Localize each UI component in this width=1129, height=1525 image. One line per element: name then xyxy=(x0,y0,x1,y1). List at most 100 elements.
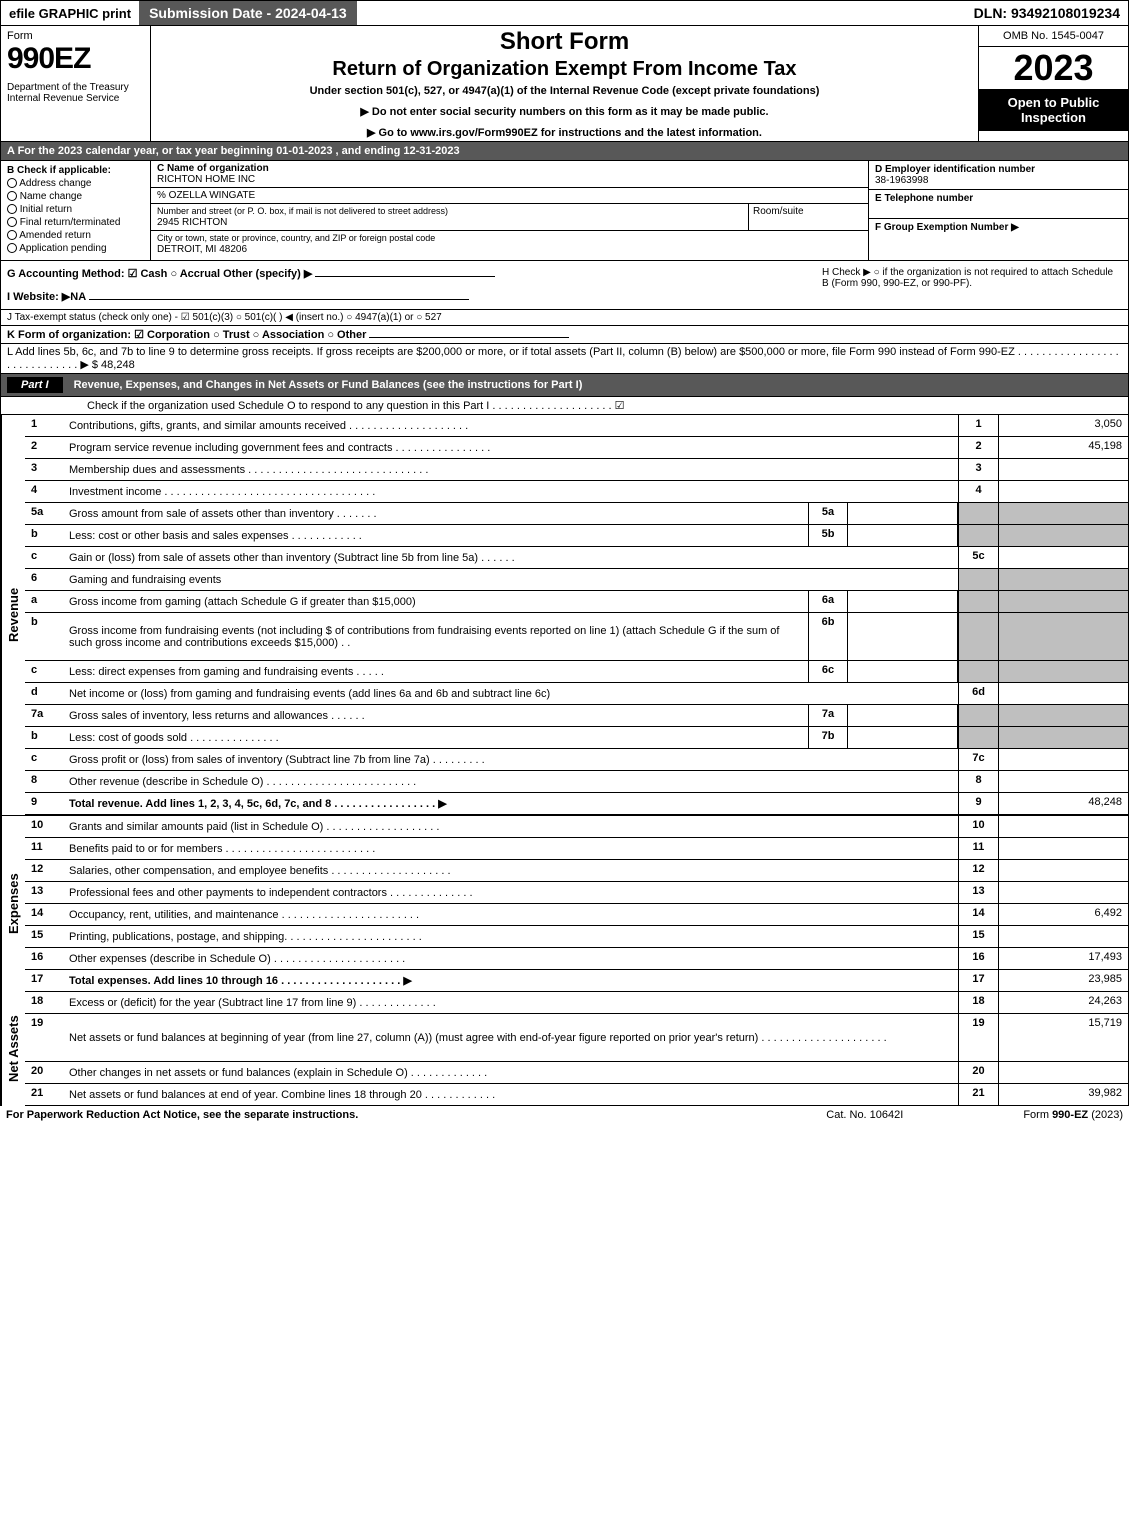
line-desc: Printing, publications, postage, and shi… xyxy=(65,926,958,947)
mid-line-value xyxy=(848,613,958,660)
line-number: 10 xyxy=(25,816,65,837)
part-1-title: Revenue, Expenses, and Changes in Net As… xyxy=(74,379,583,391)
line-11: 11Benefits paid to or for members . . . … xyxy=(25,838,1128,860)
line-number: 6 xyxy=(25,569,65,590)
line-desc: Gross amount from sale of assets other t… xyxy=(65,503,808,524)
right-line-value xyxy=(998,547,1128,568)
right-line-number: 15 xyxy=(958,926,998,947)
header-right: OMB No. 1545-0047 2023 Open to Public In… xyxy=(978,26,1128,141)
right-line-number: 12 xyxy=(958,860,998,881)
top-bar: efile GRAPHIC print Submission Date - 20… xyxy=(0,0,1129,26)
checkbox-address-change[interactable]: Address change xyxy=(7,178,144,189)
line-desc: Less: cost or other basis and sales expe… xyxy=(65,525,808,546)
right-line-value: 3,050 xyxy=(998,415,1128,436)
right-val-grey xyxy=(998,661,1128,682)
mid-line-value xyxy=(848,661,958,682)
right-line-number: 14 xyxy=(958,904,998,925)
right-line-value: 45,198 xyxy=(998,437,1128,458)
line-9: 9Total revenue. Add lines 1, 2, 3, 4, 5c… xyxy=(25,793,1128,815)
street-label: Number and street (or P. O. box, if mail… xyxy=(157,206,448,216)
right-line-value: 39,982 xyxy=(998,1084,1128,1105)
line-desc: Program service revenue including govern… xyxy=(65,437,958,458)
right-line-value: 17,493 xyxy=(998,948,1128,969)
right-line-number: 9 xyxy=(958,793,998,814)
line-desc: Benefits paid to or for members . . . . … xyxy=(65,838,958,859)
line-desc: Gross income from gaming (attach Schedul… xyxy=(65,591,808,612)
section-g-h: G Accounting Method: ☑ Cash ○ Accrual Ot… xyxy=(0,261,1129,310)
efile-label: efile GRAPHIC print xyxy=(1,2,139,25)
line-desc: Total revenue. Add lines 1, 2, 3, 4, 5c,… xyxy=(65,793,958,814)
checkbox-amended-return[interactable]: Amended return xyxy=(7,230,144,241)
right-line-number: 5c xyxy=(958,547,998,568)
dln: DLN: 93492108019234 xyxy=(966,1,1128,25)
header-center: Short Form Return of Organization Exempt… xyxy=(151,26,978,141)
line-13: 13Professional fees and other payments t… xyxy=(25,882,1128,904)
form-label: Form xyxy=(7,30,144,42)
checkbox-initial-return[interactable]: Initial return xyxy=(7,204,144,215)
right-line-value: 6,492 xyxy=(998,904,1128,925)
checkbox-name-change[interactable]: Name change xyxy=(7,191,144,202)
room-label: Room/suite xyxy=(748,204,868,231)
box-c-label: C Name of organization xyxy=(157,163,269,174)
right-num-grey xyxy=(958,705,998,726)
revenue-table: Revenue 1Contributions, gifts, grants, a… xyxy=(0,415,1129,815)
line-number: c xyxy=(25,547,65,568)
open-to-public: Open to Public Inspection xyxy=(979,89,1128,131)
part-1-check: Check if the organization used Schedule … xyxy=(0,397,1129,415)
checkbox-application-pending[interactable]: Application pending xyxy=(7,243,144,254)
right-val-grey xyxy=(998,613,1128,660)
line-number: 2 xyxy=(25,437,65,458)
line-number: b xyxy=(25,525,65,546)
line-7a: 7aGross sales of inventory, less returns… xyxy=(25,705,1128,727)
line-desc: Gaming and fundraising events xyxy=(65,569,958,590)
checkbox-final-return-terminated[interactable]: Final return/terminated xyxy=(7,217,144,228)
line-c: cLess: direct expenses from gaming and f… xyxy=(25,661,1128,683)
right-line-value: 23,985 xyxy=(998,970,1128,991)
mid-line-number: 6c xyxy=(808,661,848,682)
page-footer: For Paperwork Reduction Act Notice, see … xyxy=(0,1106,1129,1124)
footer-left: For Paperwork Reduction Act Notice, see … xyxy=(6,1109,826,1121)
right-line-number: 3 xyxy=(958,459,998,480)
line-c: cGross profit or (loss) from sales of in… xyxy=(25,749,1128,771)
part-1-header: Part I Revenue, Expenses, and Changes in… xyxy=(0,374,1129,397)
line-number: 17 xyxy=(25,970,65,991)
line-desc: Net assets or fund balances at beginning… xyxy=(65,1014,958,1061)
line-desc: Less: cost of goods sold . . . . . . . .… xyxy=(65,727,808,748)
line-5a: 5aGross amount from sale of assets other… xyxy=(25,503,1128,525)
sidelabel-revenue: Revenue xyxy=(1,415,25,815)
right-line-number: 20 xyxy=(958,1062,998,1083)
right-line-number: 13 xyxy=(958,882,998,903)
mid-line-value xyxy=(848,705,958,726)
line-desc: Other revenue (describe in Schedule O) .… xyxy=(65,771,958,792)
line-number: 13 xyxy=(25,882,65,903)
line-l: L Add lines 5b, 6c, and 7b to line 9 to … xyxy=(0,344,1129,374)
line-number: 7a xyxy=(25,705,65,726)
line-j: J Tax-exempt status (check only one) - ☑… xyxy=(0,310,1129,326)
right-line-value xyxy=(998,749,1128,770)
right-line-number: 18 xyxy=(958,992,998,1013)
line-desc: Gross income from fundraising events (no… xyxy=(65,613,808,660)
line-number: a xyxy=(25,591,65,612)
right-line-number: 6d xyxy=(958,683,998,704)
line-desc: Net assets or fund balances at end of ye… xyxy=(65,1084,958,1105)
line-17: 17Total expenses. Add lines 10 through 1… xyxy=(25,970,1128,992)
box-c: C Name of organizationRICHTON HOME INC %… xyxy=(151,161,868,260)
right-line-value: 24,263 xyxy=(998,992,1128,1013)
line-21: 21Net assets or fund balances at end of … xyxy=(25,1084,1128,1106)
care-of: % OZELLA WINGATE xyxy=(157,190,255,201)
footer-form: Form 990-EZ (2023) xyxy=(1023,1109,1123,1121)
right-line-value xyxy=(998,683,1128,704)
mid-line-value xyxy=(848,591,958,612)
link-instructions[interactable]: ▶ Go to www.irs.gov/Form990EZ for instru… xyxy=(159,126,970,139)
right-val-grey xyxy=(998,525,1128,546)
right-num-grey xyxy=(958,503,998,524)
line-number: 18 xyxy=(25,992,65,1013)
right-line-value: 15,719 xyxy=(998,1014,1128,1061)
line-4: 4Investment income . . . . . . . . . . .… xyxy=(25,481,1128,503)
right-line-value xyxy=(998,481,1128,502)
org-name: RICHTON HOME INC xyxy=(157,174,255,185)
line-desc: Investment income . . . . . . . . . . . … xyxy=(65,481,958,502)
line-i: I Website: ▶NA xyxy=(7,291,86,303)
right-line-value xyxy=(998,1062,1128,1083)
right-line-number: 19 xyxy=(958,1014,998,1061)
